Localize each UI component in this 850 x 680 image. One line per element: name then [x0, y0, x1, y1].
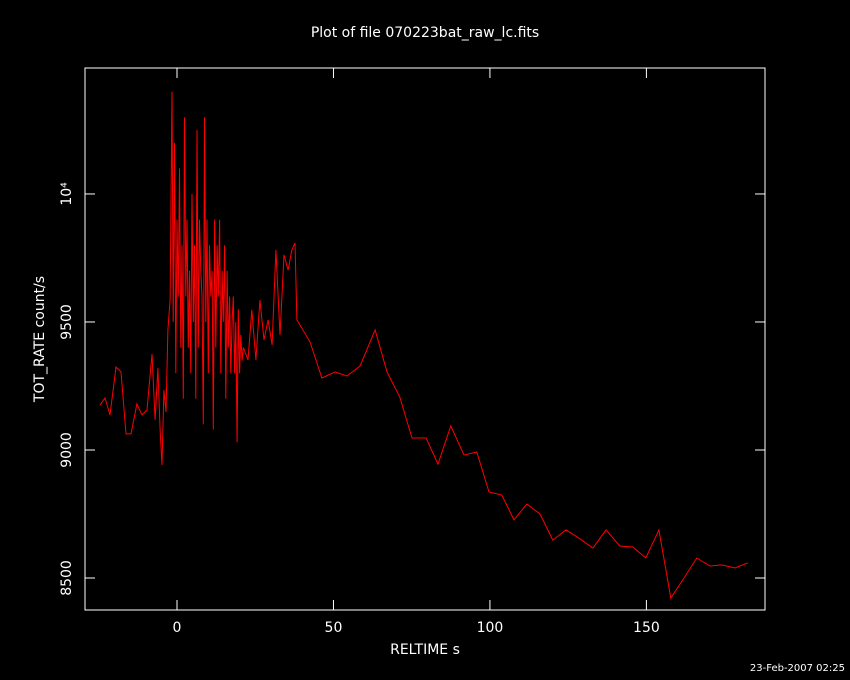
x-axis-label: RELTIME s: [390, 642, 460, 658]
x-tick-label: 150: [633, 620, 660, 636]
light-curve: [99, 91, 748, 600]
y-tick-label: 9000: [59, 432, 75, 468]
footer-timestamp: 23-Feb-2007 02:25: [750, 663, 845, 674]
y-tick-label: 10⁴: [59, 182, 75, 206]
y-tick-label: 9500: [59, 304, 75, 340]
y-axis-label: TOT_RATE count/s: [32, 276, 48, 403]
chart-title: Plot of file 070223bat_raw_lc.fits: [311, 25, 539, 41]
x-tick-label: 0: [173, 620, 182, 636]
x-tick-label: 50: [325, 620, 343, 636]
x-tick-label: 100: [477, 620, 504, 636]
y-tick-label: 8500: [59, 560, 75, 596]
plot-frame: [84, 67, 766, 611]
